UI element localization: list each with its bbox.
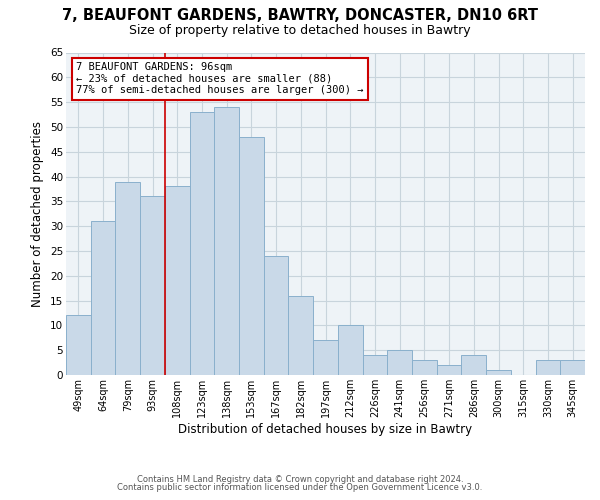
Bar	[190, 112, 214, 375]
Text: Contains public sector information licensed under the Open Government Licence v3: Contains public sector information licen…	[118, 483, 482, 492]
Bar	[437, 365, 461, 375]
Bar	[461, 355, 486, 375]
Bar	[165, 186, 190, 375]
Text: 7, BEAUFONT GARDENS, BAWTRY, DONCASTER, DN10 6RT: 7, BEAUFONT GARDENS, BAWTRY, DONCASTER, …	[62, 8, 538, 22]
Bar	[214, 107, 239, 375]
Text: Contains HM Land Registry data © Crown copyright and database right 2024.: Contains HM Land Registry data © Crown c…	[137, 475, 463, 484]
Bar	[560, 360, 585, 375]
Text: Size of property relative to detached houses in Bawtry: Size of property relative to detached ho…	[129, 24, 471, 37]
Bar	[536, 360, 560, 375]
Bar	[239, 137, 264, 375]
Bar	[486, 370, 511, 375]
Text: 7 BEAUFONT GARDENS: 96sqm
← 23% of detached houses are smaller (88)
77% of semi-: 7 BEAUFONT GARDENS: 96sqm ← 23% of detac…	[76, 62, 364, 96]
Bar	[289, 296, 313, 375]
Y-axis label: Number of detached properties: Number of detached properties	[31, 120, 44, 306]
Bar	[412, 360, 437, 375]
Bar	[91, 221, 115, 375]
X-axis label: Distribution of detached houses by size in Bawtry: Distribution of detached houses by size …	[178, 422, 473, 436]
Bar	[264, 256, 289, 375]
Bar	[313, 340, 338, 375]
Bar	[387, 350, 412, 375]
Bar	[66, 316, 91, 375]
Bar	[338, 326, 362, 375]
Bar	[140, 196, 165, 375]
Bar	[115, 182, 140, 375]
Bar	[362, 355, 387, 375]
